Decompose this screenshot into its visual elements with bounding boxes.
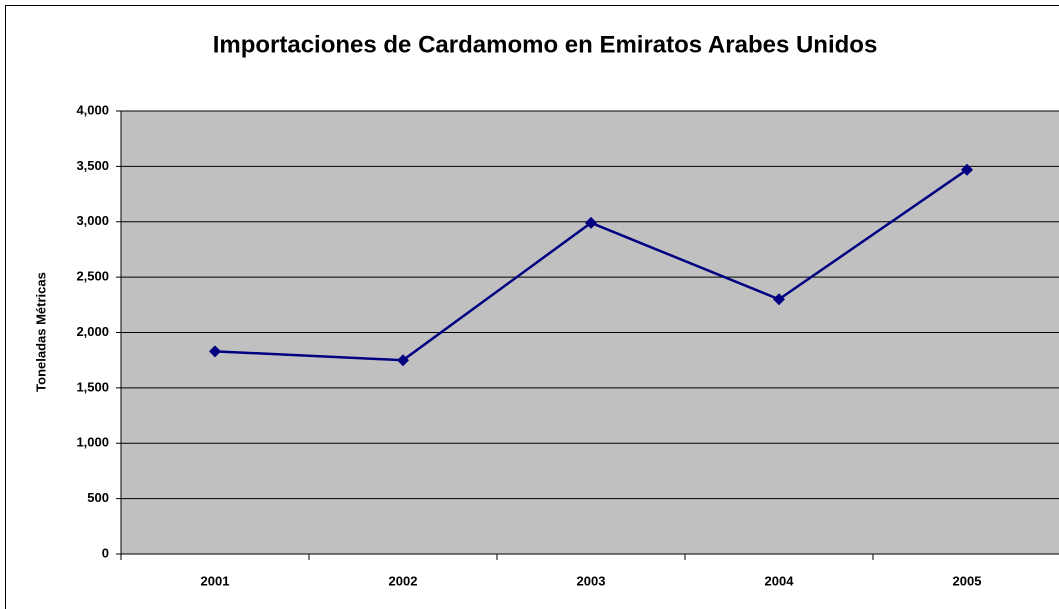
y-tick-label: 3,500 bbox=[76, 158, 109, 173]
y-tick-label: 2,000 bbox=[76, 324, 109, 339]
chart-title: Importaciones de Cardamomo en Emiratos A… bbox=[213, 31, 878, 58]
y-tick-label: 2,500 bbox=[76, 269, 109, 284]
x-tick-label: 2002 bbox=[389, 573, 418, 588]
y-axis-label: Toneladas Métricas bbox=[33, 272, 48, 392]
marker bbox=[585, 216, 597, 229]
x-tick-label: 2005 bbox=[953, 573, 982, 588]
y-tick-label: 1,000 bbox=[76, 435, 109, 450]
marker bbox=[773, 293, 785, 306]
x-tick-label: 2001 bbox=[201, 573, 230, 588]
y-tick-label: 1,500 bbox=[76, 379, 109, 394]
marker bbox=[209, 345, 221, 358]
marker bbox=[397, 354, 409, 367]
y-tick-label: 3,000 bbox=[76, 213, 109, 228]
y-tick-label: 500 bbox=[87, 490, 109, 505]
x-tick-label: 2004 bbox=[765, 573, 795, 588]
y-tick-label: 0 bbox=[102, 545, 109, 560]
y-tick-label: 4,000 bbox=[76, 102, 109, 117]
marker bbox=[961, 163, 973, 176]
x-tick-label: 2003 bbox=[577, 573, 606, 588]
